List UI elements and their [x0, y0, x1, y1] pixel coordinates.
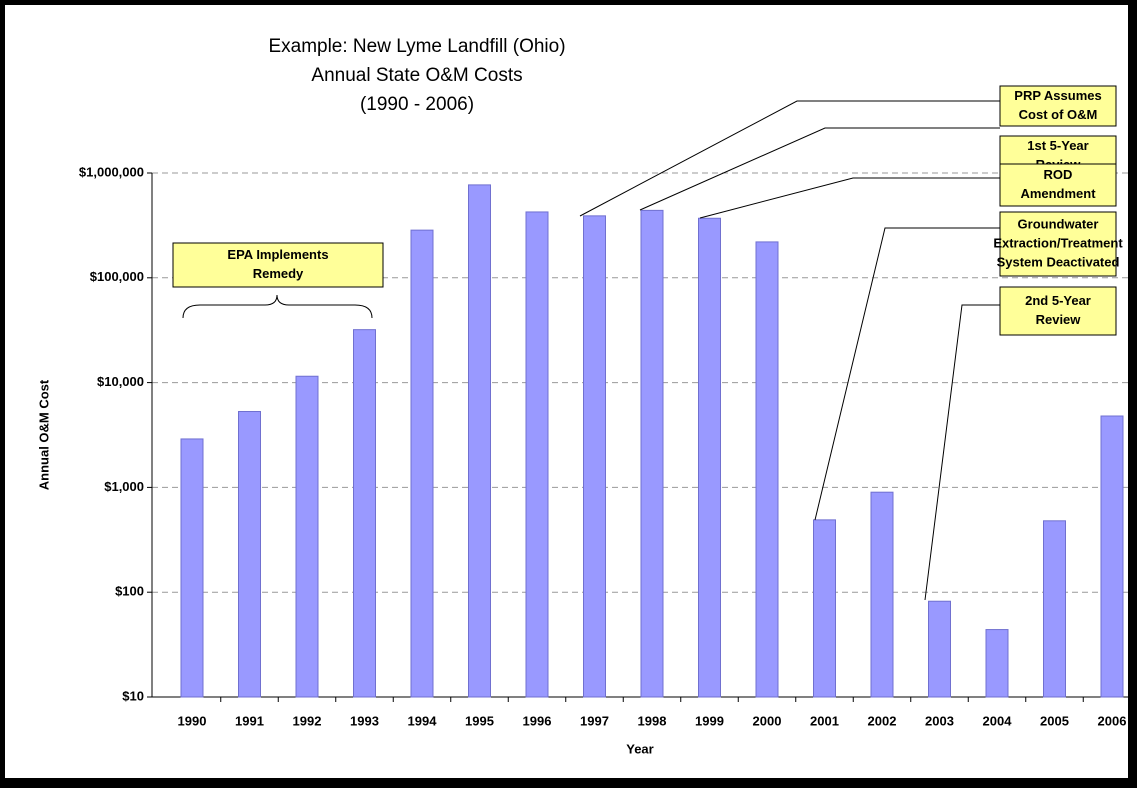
- chart-title: Example: New Lyme Landfill (Ohio): [268, 36, 565, 57]
- callout-text: ROD: [1044, 167, 1073, 182]
- x-tick-label: 1993: [350, 713, 379, 728]
- callout-text: Amendment: [1020, 186, 1096, 201]
- x-tick-label: 1995: [465, 713, 494, 728]
- bar: [410, 229, 434, 698]
- callout-line: [639, 127, 1000, 211]
- bar: [525, 211, 549, 698]
- x-tick-label: 1997: [580, 713, 609, 728]
- callout-line: [699, 177, 1000, 219]
- bar: [295, 375, 319, 698]
- chart-title: Annual State O&M Costs: [311, 65, 522, 86]
- x-tick-label: 1996: [523, 713, 552, 728]
- y-axis-label: Annual O&M Cost: [36, 379, 51, 490]
- callout-box: [999, 163, 1117, 207]
- callout-box: [999, 85, 1117, 127]
- callout-text: Groundwater: [1018, 216, 1099, 231]
- x-axis-label: Year: [626, 741, 653, 756]
- x-tick-label: 2000: [753, 713, 782, 728]
- bar: [813, 519, 836, 698]
- callout-box: [999, 286, 1117, 336]
- bar: [180, 438, 204, 698]
- bar: [755, 241, 779, 698]
- y-tick-label: $10: [122, 688, 144, 703]
- y-tick-label: $100: [115, 584, 144, 599]
- y-tick-label: $100,000: [90, 269, 144, 284]
- callout-text: System Deactivated: [997, 254, 1120, 269]
- brace: [182, 294, 373, 319]
- callout-box: [172, 242, 384, 288]
- callout-text: Extraction/Treatment: [993, 235, 1123, 250]
- callout-line: [924, 304, 1000, 601]
- bar: [1043, 520, 1066, 698]
- x-tick-label: 2006: [1098, 713, 1127, 728]
- x-tick-label: 1999: [695, 713, 724, 728]
- x-tick-label: 1998: [638, 713, 667, 728]
- callout-text: Cost of O&M: [1019, 107, 1098, 122]
- bar: [870, 491, 894, 698]
- x-tick-label: 2001: [810, 713, 839, 728]
- callout-box: [999, 211, 1117, 277]
- bar: [238, 410, 261, 698]
- callout-line: [579, 100, 1000, 217]
- x-tick-label: 2004: [983, 713, 1013, 728]
- y-tick-label: $10,000: [97, 374, 144, 389]
- x-tick-label: 1992: [293, 713, 322, 728]
- callout-text: PRP Assumes: [1014, 88, 1101, 103]
- bar: [353, 329, 376, 698]
- x-tick-label: 2005: [1040, 713, 1069, 728]
- callout-text: EPA Implements: [227, 247, 328, 262]
- x-tick-label: 1991: [235, 713, 264, 728]
- x-tick-label: 2003: [925, 713, 954, 728]
- callout-line: [814, 227, 1000, 521]
- callout-text: 1st 5-Year: [1027, 138, 1088, 153]
- bar: [928, 600, 951, 698]
- callout-text: 2nd 5-Year: [1025, 293, 1091, 308]
- y-tick-label: $1,000: [104, 479, 144, 494]
- x-tick-label: 2002: [868, 713, 897, 728]
- callout-text: Remedy: [253, 266, 304, 281]
- y-tick-label: $1,000,000: [79, 164, 144, 179]
- bar: [985, 629, 1009, 698]
- bar: [698, 217, 721, 698]
- chart-title: (1990 - 2006): [360, 94, 474, 115]
- background: [5, 5, 1128, 778]
- bar: [583, 215, 606, 698]
- bar: [468, 184, 491, 698]
- callout-text: Review: [1036, 312, 1082, 327]
- bar: [640, 209, 664, 698]
- x-tick-label: 1994: [408, 713, 438, 728]
- bar: [1100, 415, 1124, 698]
- x-tick-label: 1990: [178, 713, 207, 728]
